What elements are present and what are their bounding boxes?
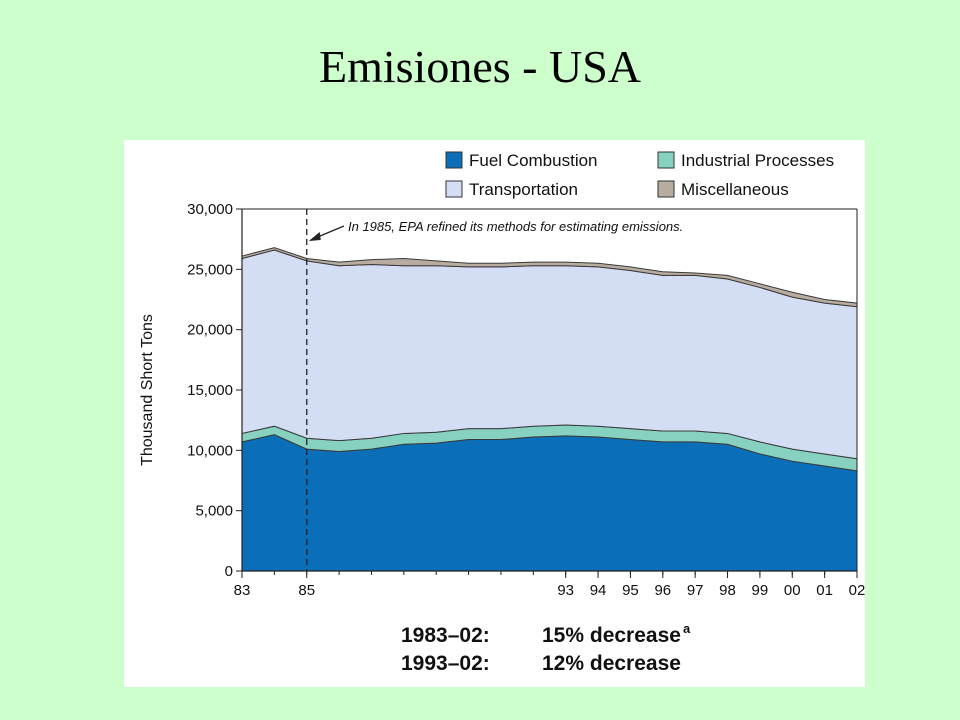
annotation-text: In 1985, EPA refined its methods for est… [348, 219, 683, 234]
legend-swatch-2 [657, 151, 675, 169]
legend-label-4: Miscellaneous [681, 180, 789, 199]
summary-footnote-marker: a [683, 621, 691, 636]
x-tick-label: 97 [687, 582, 704, 599]
x-tick-label: 98 [719, 582, 736, 599]
legend-label-1: Fuel Combustion [469, 151, 598, 170]
x-tick-label: 93 [557, 582, 574, 599]
legend-label-2: Industrial Processes [681, 151, 834, 170]
y-tick-label: 5,000 [195, 503, 233, 520]
x-tick-label: 83 [234, 582, 251, 599]
x-tick-label: 94 [590, 582, 607, 599]
summary-value: 12% decrease [542, 652, 681, 675]
emissions-chart: Fuel Combustion Industrial Processes Trans… [139, 151, 865, 675]
summary-period: 1983–02: [401, 624, 490, 647]
slide-title: Emisiones - USA [319, 41, 641, 92]
legend-swatch-4 [657, 180, 675, 198]
chart-panel: Fuel Combustion Industrial Processes Trans… [124, 140, 865, 687]
y-tick-label: 25,000 [187, 261, 233, 278]
y-tick-label: 15,000 [187, 382, 233, 399]
legend: Fuel Combustion Industrial Processes Trans… [445, 151, 834, 199]
summary-group: 1983–02: 15% decrease a 1993–02: 12% decreas… [401, 621, 691, 675]
y-tick-label: 30,000 [187, 201, 233, 218]
summary-period: 1993–02: [401, 652, 490, 675]
x-tick-label: 02 [849, 582, 865, 599]
annotation-group: In 1985, EPA refined its methods for est… [306, 209, 683, 571]
y-tick-label: 10,000 [187, 442, 233, 459]
x-tick-label: 01 [816, 582, 833, 599]
x-tick-label: 00 [784, 582, 801, 599]
x-tick-label: 95 [622, 582, 639, 599]
x-tick-label: 99 [752, 582, 769, 599]
axes: 0 5,000 10,000 15,000 20,000 25,000 30,000 83 85… [139, 201, 865, 599]
summary-value: 15% decrease [542, 624, 681, 647]
y-tick-label: 0 [225, 563, 233, 580]
area-layers [241, 247, 858, 572]
x-tick-label: 85 [298, 582, 315, 599]
legend-swatch-1 [445, 151, 463, 169]
y-axis-label: Thousand Short Tons [139, 314, 156, 466]
legend-swatch-3 [445, 180, 463, 198]
annotation-arrowhead [308, 232, 321, 241]
legend-label-3: Transportation [469, 180, 578, 199]
y-tick-label: 20,000 [187, 322, 233, 339]
x-tick-label: 96 [654, 582, 671, 599]
